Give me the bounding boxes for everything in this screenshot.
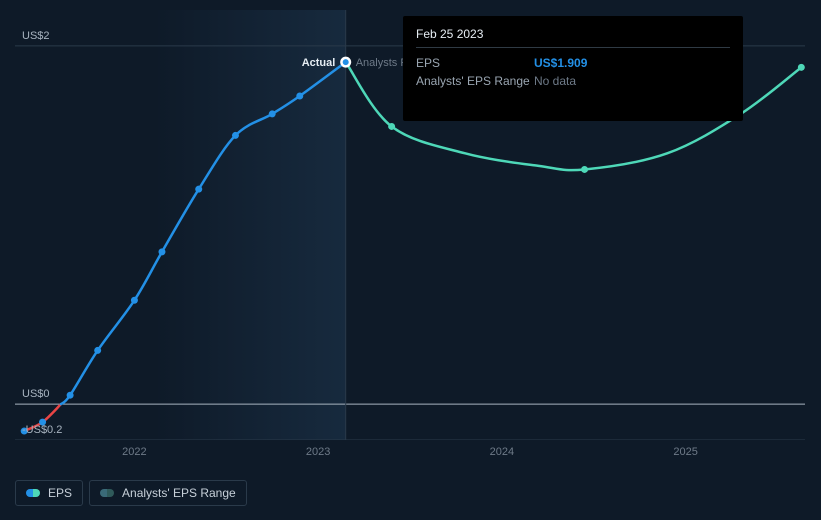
y-tick-label: -US$0.2 [22, 424, 62, 436]
x-tick-label: 2025 [673, 446, 697, 458]
legend-item-eps[interactable]: EPS [15, 480, 83, 506]
tooltip-divider [416, 47, 730, 48]
legend-swatch-icon [100, 489, 114, 497]
eps-chart: US$2 US$0 -US$0.2 2022 2023 2024 2025 Actual A… [0, 0, 821, 520]
legend-label: EPS [48, 486, 72, 500]
tooltip-key: EPS [416, 54, 534, 72]
y-tick-label: US$2 [22, 30, 50, 42]
legend-label: Analysts' EPS Range [122, 486, 236, 500]
x-tick-label: 2022 [122, 446, 146, 458]
tooltip-title: Feb 25 2023 [416, 27, 730, 41]
tooltip-value: No data [534, 72, 576, 90]
tooltip-key: Analysts' EPS Range [416, 72, 534, 90]
chart-legend: EPS Analysts' EPS Range [15, 480, 247, 506]
x-tick-label: 2024 [490, 446, 514, 458]
chart-tooltip: Feb 25 2023 EPSUS$1.909Analysts' EPS Ran… [403, 16, 743, 121]
tooltip-row: EPSUS$1.909 [416, 54, 730, 72]
actual-label: Actual [302, 57, 336, 69]
legend-item-range[interactable]: Analysts' EPS Range [89, 480, 247, 506]
tooltip-value: US$1.909 [534, 54, 587, 72]
legend-swatch-icon [26, 489, 40, 497]
y-tick-label: US$0 [22, 388, 50, 400]
tooltip-row: Analysts' EPS RangeNo data [416, 72, 730, 90]
x-tick-label: 2023 [306, 446, 330, 458]
tooltip-rows: EPSUS$1.909Analysts' EPS RangeNo data [416, 54, 730, 90]
